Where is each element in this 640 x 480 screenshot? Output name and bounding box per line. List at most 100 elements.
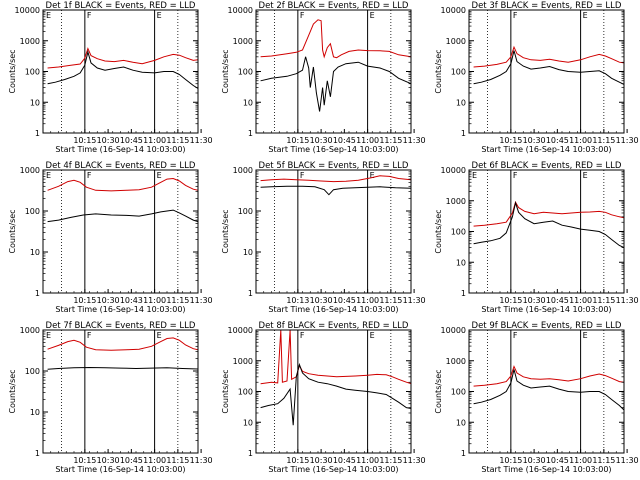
y-tick-label: 1000 — [20, 326, 40, 335]
chart-title: Det 7f BLACK = Events, RED = LLD — [46, 321, 196, 331]
black-events-series-line — [260, 185, 411, 196]
chart-title: Det 8f BLACK = Events, RED = LLD — [259, 321, 409, 331]
x-tick-label: 10:30 — [523, 296, 546, 305]
x-axis-label: Start Time (16-Sep-14 10:03:00) — [55, 465, 185, 474]
y-tick-label: 1 — [35, 289, 40, 298]
x-tick-label: 10:15 — [73, 136, 96, 145]
x-tick-label: 11:30 — [616, 456, 639, 465]
y-tick-label: 100 — [25, 207, 40, 216]
black-events-series-line — [473, 369, 624, 411]
x-tick-label: 10:15 — [499, 136, 522, 145]
y-axis-label: Counts/sec — [434, 209, 443, 253]
chart-title: Det 2f BLACK = Events, RED = LLD — [259, 1, 409, 11]
y-tick-label: 10000 — [441, 166, 466, 175]
x-tick-label: 11:30 — [190, 136, 213, 145]
x-tick-label: 10:15 — [286, 136, 309, 145]
y-tick-label: 1 — [461, 289, 466, 298]
x-tick-label: 10:30 — [97, 296, 120, 305]
y-tick-label: 100 — [238, 207, 253, 216]
plot-frame — [468, 329, 625, 454]
y-tick-label: 10 — [243, 98, 253, 107]
event-letter-marker: E — [46, 331, 51, 340]
y-tick-label: 1000 — [233, 37, 253, 46]
x-tick-label: 10:45 — [546, 456, 569, 465]
x-axis-label: Start Time (16-Sep-14 10:03:00) — [481, 305, 611, 314]
x-tick-label: 10:30 — [310, 456, 333, 465]
chart-title: Det 9f BLACK = Events, RED = LLD — [472, 321, 622, 331]
y-tick-label: 1000 — [20, 37, 40, 46]
x-axis-label: Start Time (16-Sep-14 10:03:00) — [268, 465, 398, 474]
x-tick-label: 11:00 — [143, 296, 166, 305]
red-lld-series-line — [473, 200, 624, 227]
plot-frame — [42, 169, 199, 294]
plot-frame — [42, 9, 199, 134]
x-tick-label: 11:15 — [592, 136, 615, 145]
x-tick-label: 10:45 — [333, 136, 356, 145]
y-tick-label: 1000 — [233, 357, 253, 366]
red-lld-series-line — [47, 177, 198, 192]
chart-title: Det 4f BLACK = Events, RED = LLD — [46, 161, 196, 171]
x-tick-label: 11:30 — [403, 136, 426, 145]
x-tick-label: 11:00 — [569, 136, 592, 145]
y-axis-label: Counts/sec — [434, 369, 443, 413]
chart-title: Det 1f BLACK = Events, RED = LLD — [46, 1, 196, 11]
red-lld-series-line — [473, 365, 624, 387]
y-tick-label: 100 — [238, 388, 253, 397]
x-tick-label: 10:15 — [499, 296, 522, 305]
x-tick-label: 10:43 — [120, 296, 143, 305]
x-tick-label: 10:15 — [286, 456, 309, 465]
event-letter-marker: F — [513, 331, 518, 340]
y-tick-label: 1 — [248, 449, 253, 458]
x-axis-label: Start Time (16-Sep-14 10:03:00) — [481, 465, 611, 474]
x-tick-label: 10:45 — [120, 136, 143, 145]
event-letter-marker: E — [157, 11, 162, 20]
y-tick-label: 1 — [35, 449, 40, 458]
x-tick-label: 11:15 — [379, 296, 402, 305]
plot-frame — [255, 169, 412, 294]
y-axis-label: Counts/sec — [221, 49, 230, 93]
event-letter-marker: F — [300, 11, 305, 20]
black-events-series-line — [473, 201, 624, 249]
x-tick-label: 10:30 — [523, 456, 546, 465]
event-letter-marker: E — [157, 171, 162, 180]
y-tick-label: 10 — [456, 258, 466, 267]
x-tick-label: 11:30 — [190, 296, 213, 305]
chart-title: Det 5f BLACK = Events, RED = LLD — [259, 161, 409, 171]
y-tick-label: 1000 — [446, 357, 466, 366]
black-events-series-line — [47, 50, 198, 89]
red-lld-series-line — [473, 45, 624, 68]
x-tick-label: 11:15 — [592, 296, 615, 305]
y-tick-label: 10 — [456, 98, 466, 107]
event-letter-marker: E — [157, 331, 162, 340]
x-tick-label: 11:00 — [356, 456, 379, 465]
event-letter-marker: E — [46, 11, 51, 20]
x-tick-label: 10:15 — [73, 456, 96, 465]
x-tick-label: 10:30 — [97, 136, 120, 145]
x-tick-label: 11:00 — [143, 456, 166, 465]
x-axis-label: Start Time (16-Sep-14 10:03:00) — [268, 145, 398, 154]
red-lld-series-line — [260, 330, 411, 385]
black-events-series-line — [260, 362, 411, 426]
y-tick-label: 10 — [30, 248, 40, 257]
event-letter-marker: F — [513, 11, 518, 20]
event-letter-marker: E — [472, 171, 477, 180]
event-letter-marker: E — [583, 11, 588, 20]
x-tick-label: 11:15 — [166, 136, 189, 145]
y-axis-label: Counts/sec — [8, 209, 17, 253]
x-tick-label: 10:13 — [286, 296, 309, 305]
event-letter-marker: F — [87, 331, 92, 340]
red-lld-series-line — [47, 337, 198, 351]
y-tick-label: 10 — [456, 418, 466, 427]
y-tick-label: 10 — [30, 98, 40, 107]
y-tick-label: 10000 — [228, 326, 253, 335]
chart-title: Det 3f BLACK = Events, RED = LLD — [472, 1, 622, 11]
y-tick-label: 1000 — [446, 37, 466, 46]
event-letter-marker: F — [513, 171, 518, 180]
red-lld-series-line — [260, 175, 411, 183]
